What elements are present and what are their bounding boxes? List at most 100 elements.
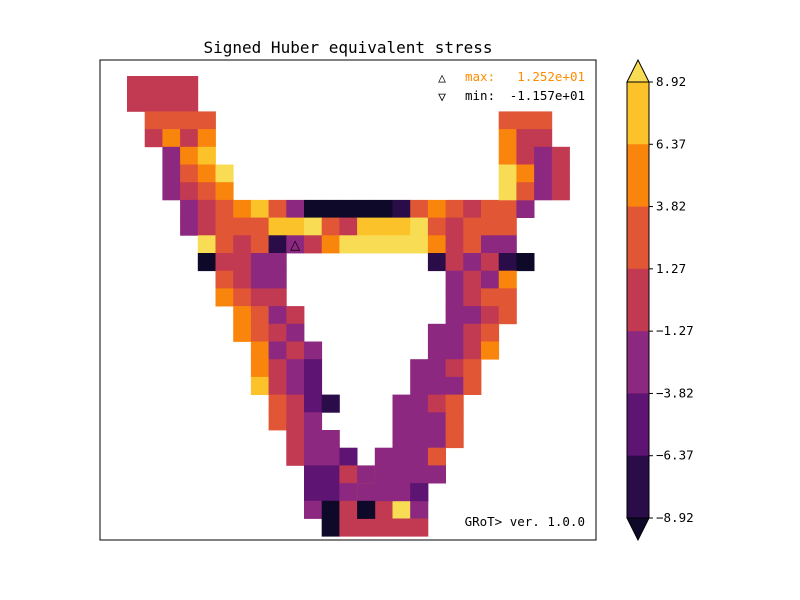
heatmap-cell — [463, 270, 482, 289]
heatmap-cell — [498, 253, 517, 272]
heatmap-cell — [144, 93, 163, 112]
heatmap-cell — [162, 76, 181, 95]
heatmap-cell — [445, 199, 464, 218]
heatmap-cell — [180, 93, 199, 112]
heatmap-cell — [534, 164, 553, 183]
version-footer: GRoT> ver. 1.0.0 — [465, 514, 585, 529]
min-value: -1.157e+01 — [510, 88, 585, 103]
heatmap-cell — [498, 288, 517, 307]
heatmap-cell — [321, 483, 340, 502]
heatmap-cell — [250, 253, 269, 272]
heatmap-cell — [127, 93, 146, 112]
heatmap-cell — [233, 270, 252, 289]
heatmap-cell — [463, 288, 482, 307]
heatmap-cell — [250, 341, 269, 360]
colorbar-tick-label: 6.37 — [656, 136, 686, 151]
heatmap-cell — [233, 306, 252, 325]
heatmap-cell — [392, 430, 411, 449]
heatmap-cell — [286, 430, 305, 449]
heatmap-cell — [304, 465, 323, 484]
heatmap-cell — [304, 199, 323, 218]
heatmap-cell — [215, 182, 234, 201]
heatmap-cell — [427, 323, 446, 342]
heatmap-cell — [144, 129, 163, 148]
heatmap-cell — [445, 341, 464, 360]
heatmap-cell — [427, 430, 446, 449]
heatmap-cell — [286, 217, 305, 236]
heatmap-cell — [392, 518, 411, 537]
heatmap-markers: △▼ — [237, 238, 300, 519]
heatmap-cell — [180, 199, 199, 218]
heatmap-cell — [551, 182, 570, 201]
heatmap-cell — [144, 76, 163, 95]
heatmap-cell — [481, 306, 500, 325]
heatmap-cell — [427, 412, 446, 431]
heatmap-cell — [250, 270, 269, 289]
heatmap-cell — [392, 394, 411, 413]
heatmap-cell — [374, 518, 393, 537]
heatmap-cell — [321, 217, 340, 236]
heatmap-cell — [321, 465, 340, 484]
heatmap-cell — [357, 500, 376, 519]
heatmap-cell — [427, 359, 446, 378]
colorbar-tick-label: −8.92 — [656, 510, 694, 525]
heatmap-cell — [445, 235, 464, 254]
heatmap-cell — [463, 306, 482, 325]
heatmap-cell — [162, 182, 181, 201]
heatmap-cell — [339, 217, 358, 236]
heatmap-cell — [445, 253, 464, 272]
heatmap-cell — [268, 288, 287, 307]
heatmap-cell — [427, 253, 446, 272]
heatmap-cell — [197, 164, 216, 183]
heatmap-cell — [197, 146, 216, 165]
chart-title: Signed Huber equivalent stress — [204, 38, 493, 57]
heatmap-cell — [304, 500, 323, 519]
heatmap-cell — [498, 270, 517, 289]
heatmap-cell — [481, 323, 500, 342]
heatmap-cell — [516, 146, 535, 165]
heatmap-cell — [427, 235, 446, 254]
heatmap-cell — [304, 359, 323, 378]
heatmap-cell — [233, 217, 252, 236]
heatmap-cell — [197, 235, 216, 254]
heatmap-cell — [215, 164, 234, 183]
heatmap-cell — [304, 235, 323, 254]
colorbar-tick-label: 8.92 — [656, 74, 686, 89]
heatmap-cell — [144, 111, 163, 130]
heatmap-cell — [410, 199, 429, 218]
heatmap-cell — [304, 412, 323, 431]
max-label: max: — [465, 69, 495, 84]
heatmap-cell — [304, 376, 323, 395]
heatmap-cell — [427, 341, 446, 360]
colorbar-tick-label: −1.27 — [656, 323, 694, 338]
heatmap-cell — [410, 359, 429, 378]
heatmap-cell — [286, 341, 305, 360]
heatmap-cell — [374, 483, 393, 502]
heatmap-cell — [180, 111, 199, 130]
heatmap-cell — [250, 235, 269, 254]
heatmap-cell — [215, 199, 234, 218]
heatmap-cell — [534, 111, 553, 130]
heatmap-cell — [162, 164, 181, 183]
heatmap-cell — [286, 235, 305, 254]
heatmap-cell — [304, 483, 323, 502]
heatmap-cell — [374, 500, 393, 519]
heatmap-cell — [304, 341, 323, 360]
heatmap-cell — [339, 465, 358, 484]
heatmap-cell — [481, 288, 500, 307]
heatmap-cell — [215, 270, 234, 289]
heatmap-cell — [180, 217, 199, 236]
heatmap-cell — [268, 217, 287, 236]
heatmap-cell — [180, 146, 199, 165]
heatmap-cell — [197, 111, 216, 130]
heatmap-cell — [445, 430, 464, 449]
colorbar-tick-label: −6.37 — [656, 448, 694, 463]
heatmap-cell — [427, 465, 446, 484]
heatmap-cell — [463, 341, 482, 360]
heatmap-cell — [445, 270, 464, 289]
heatmap-cell — [268, 253, 287, 272]
heatmap-cell — [463, 217, 482, 236]
heatmap-cell — [162, 93, 181, 112]
heatmap-cell — [250, 199, 269, 218]
heatmap-cell — [268, 199, 287, 218]
